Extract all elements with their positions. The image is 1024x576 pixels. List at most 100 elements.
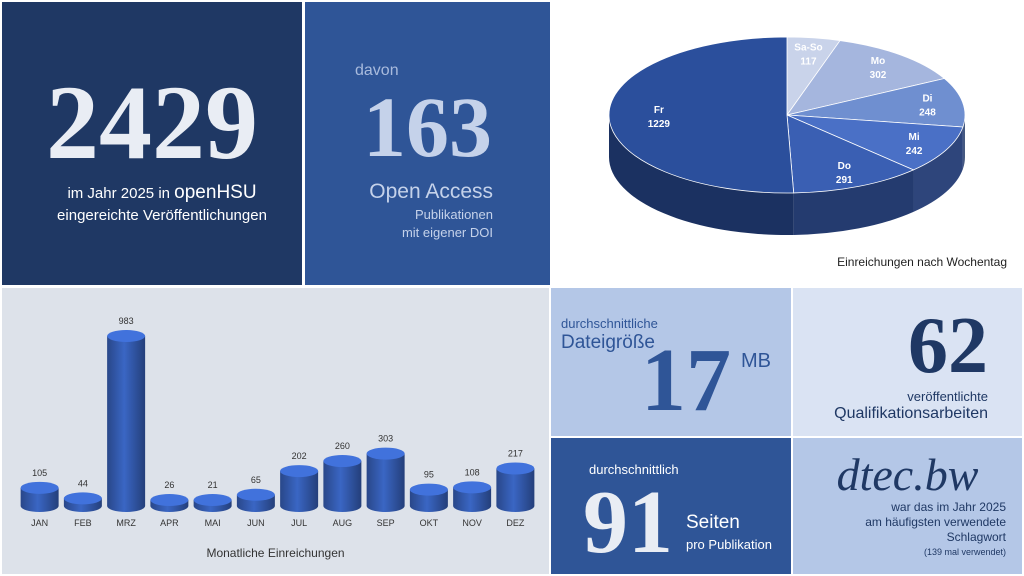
bar-okt [409, 483, 448, 512]
pie-chart-title: Einreichungen nach Wochentag [837, 255, 1007, 269]
pie-label-value: 302 [870, 70, 887, 81]
bar-jun [236, 488, 275, 512]
theses-tile: 62 veröffentlichte Qualifikationsarbeite… [793, 288, 1022, 436]
bar-category-label: DEZ [506, 518, 525, 528]
pie-label-name: Sa-So [794, 42, 822, 53]
pie-label-name: Do [838, 161, 851, 172]
bar-value-label: 983 [119, 316, 134, 326]
bar-aug [323, 455, 362, 512]
bar-jan [20, 481, 59, 512]
keyword-tile: dtec.bw war das im Jahr 2025 am häufigst… [793, 438, 1022, 574]
bar-nov [453, 481, 492, 512]
theses-caption-line2: Qualifikationsarbeiten [834, 405, 988, 422]
bar-body [453, 487, 492, 512]
bar-top [236, 488, 275, 501]
pie-label-value: 242 [906, 146, 923, 157]
pages-number: 91 [583, 473, 673, 572]
bar-value-label: 108 [465, 467, 480, 477]
pie-label-value: 117 [800, 56, 817, 67]
pie-label-name: Mi [909, 132, 920, 143]
bar-value-label: 26 [164, 480, 174, 490]
monthly-bar-tile: 105 JAN 44 FEB 983 MRZ 26 APR 21 MAI 65 JUN 202 JUL 26… [2, 288, 549, 574]
pie-slice-side-do [793, 169, 914, 235]
bar-mrz [107, 330, 146, 512]
bar-category-label: JUN [247, 518, 265, 528]
open-access-sub2: mit eigener DOI [401, 225, 493, 240]
pie-top [608, 36, 966, 194]
weekday-pie-chart: Sa-So 117 Mo 302 Di 248 Mi 242 Do 291 Fr 1229 [608, 36, 966, 235]
pie-label-value: 1229 [648, 119, 671, 130]
pie-slice-do [786, 114, 915, 194]
bar-category-label: APR [160, 518, 179, 528]
bar-body [366, 453, 405, 512]
bar-category-label: MRZ [116, 518, 136, 528]
bar-category-label: NOV [462, 518, 482, 528]
bar-sep [366, 447, 405, 512]
pie-slice-side-di [962, 115, 965, 170]
bar-category-label: JUL [291, 518, 307, 528]
bar-apr [150, 494, 189, 512]
pie-slice-mo [786, 40, 946, 116]
bar-category-label: FEB [74, 518, 92, 528]
pie-slice-side-fr [609, 115, 794, 235]
theses-number: 62 [908, 302, 988, 390]
pie-label-name: Mo [871, 56, 885, 67]
bar-value-label: 303 [378, 434, 393, 444]
pages-sub: pro Publikation [686, 537, 772, 552]
bar-category-label: AUG [333, 518, 353, 528]
bar-value-label: 21 [208, 480, 218, 490]
bar-top [150, 494, 189, 506]
bar-value-label: 260 [335, 441, 350, 451]
open-access-tile: davon 163 Open Access Publikationen mit … [305, 2, 550, 285]
filesize-tile: durchschnittliche Dateigröße 17 MB [551, 288, 791, 436]
pie-slice-di [786, 78, 966, 128]
bar-body [107, 336, 146, 512]
total-submissions-caption-line2: eingereichte Veröffentlichungen [57, 207, 267, 224]
bar-dez [496, 462, 535, 512]
bar-top [366, 447, 405, 460]
pie-side-walls [609, 115, 965, 235]
bar-value-label: 217 [508, 448, 523, 458]
bar-top [453, 481, 492, 494]
pie-label-value: 291 [836, 175, 853, 186]
open-access-label: Open Access [369, 180, 493, 203]
pages-caption-line1: durchschnittlich [589, 462, 679, 477]
bar-top [496, 462, 535, 475]
total-submissions-number: 2429 [46, 64, 258, 181]
bar-jul [280, 465, 319, 512]
open-access-davon: davon [355, 62, 399, 79]
monthly-bar-chart: 105 JAN 44 FEB 983 MRZ 26 APR 21 MAI 65 JUN 202 JUL 26… [20, 316, 535, 528]
theses-caption-line1: veröffentlichte [907, 389, 988, 404]
bar-top [280, 465, 319, 478]
bar-chart-title: Monatliche Einreichungen [206, 546, 345, 560]
bar-body [280, 471, 319, 512]
pie-slice-fr [608, 36, 795, 194]
bar-feb [63, 492, 102, 512]
keyword-caption-line2: am häufigsten verwendete [865, 515, 1006, 529]
bar-value-label: 202 [292, 451, 307, 461]
bar-value-label: 65 [251, 475, 261, 485]
filesize-unit: MB [741, 350, 771, 372]
total-submissions-tile: 2429 im Jahr 2025 in openHSU eingereicht… [2, 2, 302, 285]
bar-body [20, 487, 59, 512]
filesize-number: 17 [641, 331, 731, 430]
pages-unit: Seiten [686, 512, 740, 533]
filesize-caption-line2: Dateigröße [561, 332, 655, 353]
total-submissions-caption-line1: im Jahr 2025 in openHSU [22, 182, 302, 204]
bar-category-label: MAI [205, 518, 221, 528]
keyword-dtecbw: dtec.bw [836, 449, 979, 500]
bar-category-label: JAN [31, 518, 48, 528]
pages-tile: durchschnittlich 91 Seiten pro Publikati… [551, 438, 791, 574]
bar-body [409, 489, 448, 512]
pie-label-name: Di [922, 94, 932, 105]
bar-mai [193, 494, 232, 512]
weekday-pie-tile: Sa-So 117 Mo 302 Di 248 Mi 242 Do 291 Fr 1229 Einre… [552, 2, 1022, 285]
bar-body [496, 468, 535, 512]
bar-top [193, 494, 232, 506]
bar-top [409, 483, 448, 496]
pie-slice-mi [786, 114, 964, 171]
pie-labels: Sa-So 117 Mo 302 Di 248 Mi 242 Do 291 Fr 1229 [648, 42, 936, 186]
bar-top [107, 330, 146, 342]
openhsu-brand: openHSU [174, 182, 257, 203]
bar-value-label: 44 [78, 478, 88, 488]
